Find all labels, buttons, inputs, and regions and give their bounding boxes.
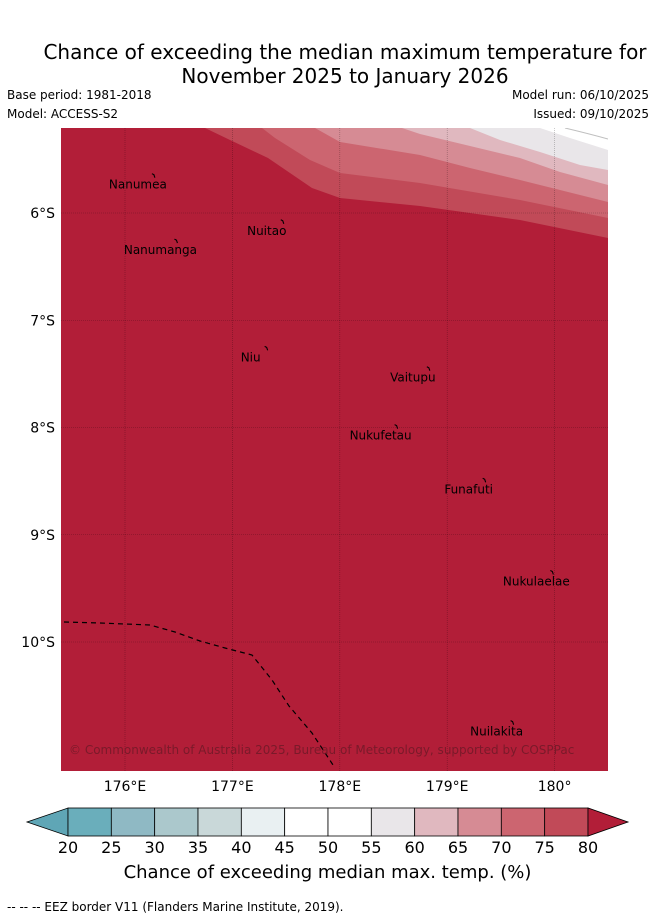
colorbar-tick-label: 75 <box>534 838 554 857</box>
longitude-tick-label: 179°E <box>426 779 469 795</box>
island-label: Funafuti <box>444 482 493 496</box>
island-vaitupu: Vaitupu <box>390 366 436 385</box>
latitude-tick-label: 7°S <box>30 313 55 329</box>
colorbar-tick-label: 20 <box>58 838 78 857</box>
longitude-tick-label: 176°E <box>104 779 147 795</box>
latitude-tick-label: 9°S <box>30 528 55 544</box>
island-nanumea: Nanumea <box>109 173 167 192</box>
longitude-tick-label: 178°E <box>319 779 362 795</box>
island-label: Nuitao <box>247 224 286 238</box>
colorbar-segment <box>154 807 199 837</box>
contour-line <box>564 128 608 140</box>
colorbar-tick-label: 50 <box>318 838 338 857</box>
colorbar-segment <box>284 807 329 837</box>
island-outline <box>426 366 431 371</box>
island-outline <box>151 173 156 178</box>
band-50-55 <box>540 128 608 150</box>
colorbar-tick-label: 55 <box>361 838 381 857</box>
island-outline <box>174 238 178 244</box>
base-period: Base period: 1981-2018 <box>7 88 152 102</box>
latitude-tick-label: 10°S <box>21 635 55 651</box>
colorbar-segment <box>240 807 286 837</box>
colorbar: 20 25 30 35 40 45 50 55 60 65 70 75 80 <box>25 807 630 857</box>
chart-title: Chance of exceeding the median maximum t… <box>0 40 655 88</box>
colorbar-tick-label: 60 <box>404 838 424 857</box>
island-outline <box>394 424 399 429</box>
colorbar-segment <box>414 807 459 837</box>
island-nukulaelae: Nukulaelae <box>503 570 570 589</box>
latitude-tick-label: 6°S <box>30 206 55 222</box>
colorbar-segment <box>197 807 242 837</box>
island-outline <box>482 477 487 483</box>
colorbar-tick-label: 70 <box>491 838 511 857</box>
island-nukufetau: Nukufetau <box>350 424 412 443</box>
model-name: Model: ACCESS-S2 <box>7 107 119 121</box>
colorbar-tick-label: 25 <box>101 838 121 857</box>
longitude-tick-label: 177°E <box>211 779 254 795</box>
island-outline <box>510 720 515 725</box>
title-line-2: November 2025 to January 2026 <box>181 64 509 88</box>
copyright-text: © Commonwealth of Australia 2025, Bureau… <box>69 743 574 757</box>
island-nanumanga: Nanumanga <box>124 238 197 257</box>
eez-border <box>63 621 336 769</box>
longitude-axis: 176°E 177°E 178°E 179°E 180° <box>104 779 572 795</box>
colorbar-tick-label: 80 <box>578 838 598 857</box>
island-label: Nuilakita <box>470 725 523 739</box>
colorbar-tick-label: 35 <box>188 838 208 857</box>
colorbar-segment <box>500 807 546 837</box>
colorbar-segment <box>370 807 416 837</box>
island-label: Nukufetau <box>350 429 412 443</box>
island-label: Nanumanga <box>124 243 197 257</box>
colorbar-tick-label: 40 <box>231 838 251 857</box>
island-niu: Niu <box>241 345 269 364</box>
colorbar-segment <box>67 807 112 837</box>
colorbar-tick-label: 45 <box>274 838 294 857</box>
probability-field <box>61 128 608 771</box>
model-run: Model run: 06/10/2025 <box>511 88 649 102</box>
latitude-tick-label: 8°S <box>30 421 55 437</box>
island-nuitao: Nuitao <box>247 219 286 238</box>
issued-date: Issued: 09/10/2025 <box>533 107 649 121</box>
island-layer: Nanumea Nuitao Nanumanga Niu Vaitupu Nukufeta… <box>109 173 570 739</box>
colorbar-low-extension <box>25 807 69 837</box>
band-above-80 <box>61 128 608 771</box>
latitude-axis: 6°S 7°S 8°S 9°S 10°S <box>21 206 55 651</box>
island-label: Nukulaelae <box>503 575 570 589</box>
colorbar-high-extension <box>587 807 630 837</box>
colorbar-label: Chance of exceeding median max. temp. (%… <box>123 862 532 883</box>
eez-legend-note: -- -- -- EEZ border V11 (Flanders Marine… <box>7 900 344 914</box>
island-funafuti: Funafuti <box>444 477 493 496</box>
colorbar-segment <box>457 807 502 837</box>
colorbar-segment <box>110 807 156 837</box>
longitude-tick-label: 180° <box>538 779 572 795</box>
colorbar-segment <box>327 807 372 837</box>
island-label: Nanumea <box>109 178 167 192</box>
title-line-1: Chance of exceeding the median maximum t… <box>43 40 647 64</box>
island-outline <box>280 219 285 224</box>
island-nuilakita: Nuilakita <box>470 720 523 739</box>
colorbar-segment <box>544 807 589 837</box>
colorbar-tick-label: 30 <box>144 838 164 857</box>
island-label: Vaitupu <box>390 371 436 385</box>
colorbar-tick-label: 65 <box>448 838 468 857</box>
island-outline <box>264 345 269 351</box>
island-label: Niu <box>241 350 261 364</box>
island-outline <box>550 570 554 575</box>
